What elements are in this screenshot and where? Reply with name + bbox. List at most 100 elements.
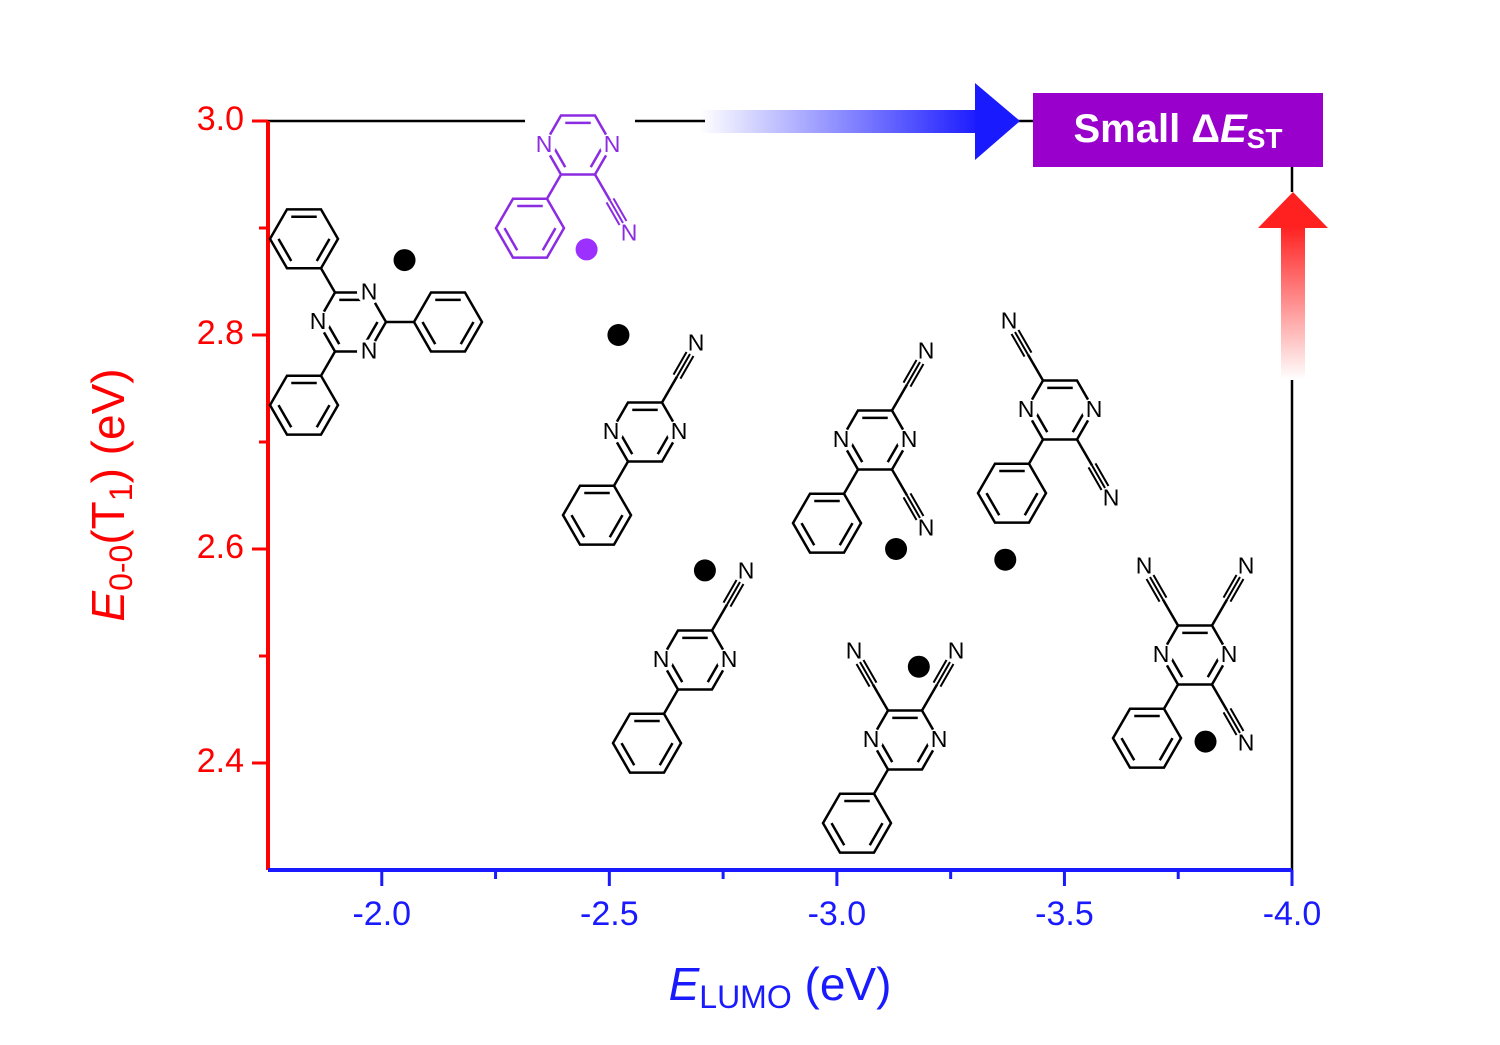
bond	[1027, 438, 1045, 465]
atom-label: N	[361, 279, 378, 305]
x-tick-label: -2.0	[352, 895, 411, 933]
point	[393, 249, 416, 272]
triple-bond	[679, 355, 695, 380]
atom-bg	[927, 728, 951, 752]
atom-label: N	[1086, 396, 1103, 422]
y-tick-label: 3.0	[197, 100, 244, 138]
triple-bond	[1149, 576, 1164, 601]
x-tick-label: -2.5	[580, 895, 639, 933]
bond	[710, 603, 729, 632]
atom-label: N	[901, 426, 918, 452]
atom-label: N	[833, 426, 850, 452]
double-bond	[985, 492, 1001, 516]
ylabel-part: (T	[82, 501, 134, 544]
ring	[268, 374, 340, 436]
bond	[1162, 683, 1180, 710]
molecule: N N N	[561, 330, 705, 546]
atom-label: N	[863, 726, 880, 752]
frame	[268, 119, 1294, 870]
atom-label: N	[1018, 396, 1035, 422]
triple-bond	[676, 353, 691, 378]
bond	[1210, 683, 1229, 712]
y-tick-label: 2.8	[197, 314, 244, 352]
double-bond	[315, 404, 331, 428]
molecule: N N N	[611, 558, 754, 774]
triple-bond	[906, 494, 921, 519]
ring	[611, 712, 683, 774]
bond	[1075, 438, 1094, 467]
point	[575, 238, 598, 261]
atom-label: N	[846, 638, 863, 664]
triple-bond	[855, 663, 871, 688]
bond	[612, 460, 630, 487]
atom-label: N	[604, 131, 621, 157]
triple-bond	[1229, 578, 1245, 603]
molecule: N N N N	[791, 338, 935, 554]
atom-bg	[600, 133, 624, 157]
atom-bg	[357, 339, 381, 364]
atom-bg	[357, 280, 381, 305]
atom-label: N	[621, 219, 638, 245]
double-bond	[1120, 737, 1136, 761]
double-bond	[838, 522, 854, 546]
bond	[545, 173, 563, 200]
triple-bond	[902, 496, 918, 521]
molecule: N N N N	[976, 308, 1119, 524]
xlabel-part: (eV)	[792, 958, 892, 1010]
x-tick-label: -3.0	[808, 895, 867, 933]
annotation: Small ΔEST	[1073, 107, 1282, 155]
x-tick-label: -3.5	[1035, 895, 1094, 933]
atom-bg	[897, 428, 921, 452]
ring	[494, 197, 566, 259]
x-tick-label: -4.0	[1263, 895, 1322, 933]
atom-label: N	[688, 330, 705, 356]
point	[994, 548, 1017, 571]
ring	[791, 492, 863, 554]
point	[907, 655, 930, 678]
point	[693, 559, 716, 582]
triple-bond	[1226, 576, 1241, 601]
triple-bond	[1226, 709, 1241, 734]
bond	[1210, 598, 1229, 627]
bond	[871, 683, 890, 712]
red-arrow	[1258, 192, 1328, 380]
triple-bond	[909, 363, 925, 388]
double-bond	[608, 514, 624, 538]
atom-label: N	[948, 638, 965, 664]
bond	[662, 688, 680, 715]
atom-bg	[829, 428, 853, 452]
bond	[1026, 353, 1045, 382]
atom-bg	[859, 728, 883, 752]
atom-label: N	[361, 338, 378, 364]
bond	[890, 383, 909, 412]
atom-label: N	[931, 726, 948, 752]
atom-label: N	[918, 338, 935, 364]
triple-bond	[1091, 464, 1106, 489]
y-tick-label: 2.6	[197, 528, 244, 566]
atom-bg	[599, 420, 623, 444]
triple-bond	[726, 581, 741, 606]
triple-bond	[672, 351, 688, 376]
bond	[319, 350, 337, 377]
triple-bond	[1094, 462, 1110, 487]
triple-bond	[1145, 578, 1161, 603]
atom-label: N	[721, 646, 738, 672]
atom-label: N	[310, 308, 327, 334]
atom-bg	[1149, 643, 1173, 667]
triple-bond	[729, 583, 745, 608]
double-bond	[503, 227, 519, 251]
triple-bond	[722, 579, 738, 604]
ring	[976, 462, 1048, 524]
triple-bond	[909, 492, 925, 517]
double-bond	[868, 822, 884, 846]
ring	[1111, 707, 1183, 769]
double-bond	[800, 522, 816, 546]
ring	[561, 484, 633, 546]
bond	[890, 468, 909, 497]
y-axis-label: E0-0(T1) (eV)	[82, 368, 139, 621]
triple-bond	[932, 659, 948, 684]
bond	[319, 267, 337, 294]
atom-bg	[306, 310, 330, 334]
bond	[920, 683, 939, 712]
